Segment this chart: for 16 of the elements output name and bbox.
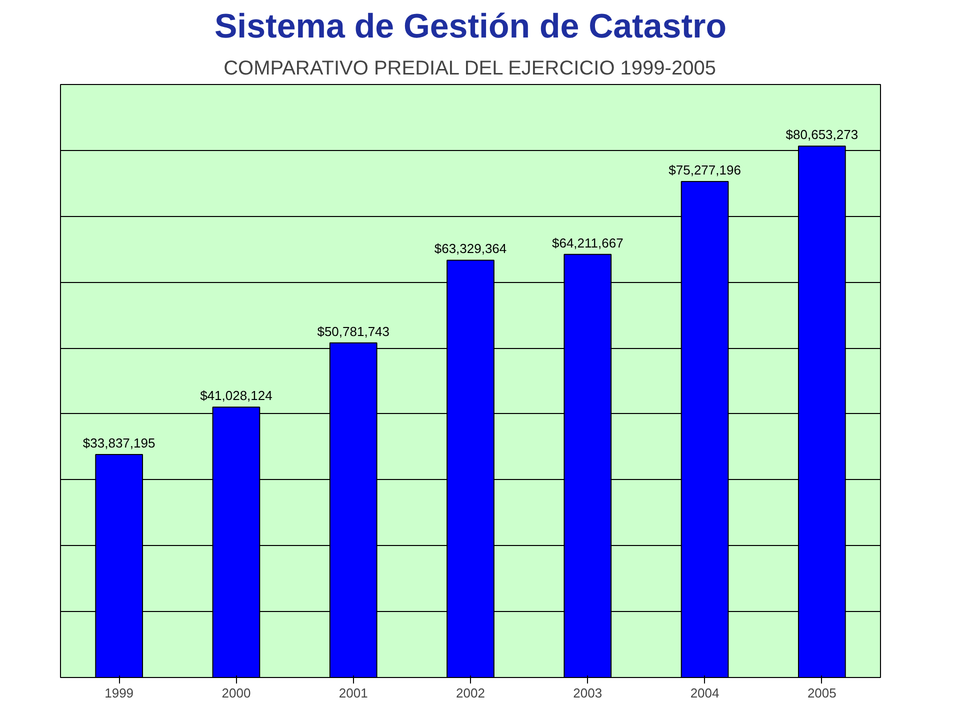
chart-subtitle: COMPARATIVO PREDIAL DEL EJERCICIO 1999-2005	[224, 58, 716, 80]
data-label: $41,028,124	[200, 388, 272, 404]
data-label: $80,653,273	[786, 127, 858, 142]
x-tick-label: 2002	[456, 686, 485, 700]
x-tick-label: 2003	[573, 686, 602, 700]
x-tick-label: 2004	[690, 686, 720, 700]
data-label: $33,837,195	[82, 436, 156, 451]
data-label: $63,329,364	[434, 241, 507, 256]
data-label: $64,211,667	[552, 235, 624, 250]
x-tick-label: 2000	[222, 686, 251, 700]
x-tick-label: 1999	[104, 686, 134, 700]
x-tick-label: 2001	[338, 686, 368, 700]
x-tick-label: 2005	[807, 686, 836, 700]
chart-title: Sistema de Gestión de Catastro	[214, 8, 727, 46]
data-label: $50,781,743	[317, 324, 390, 339]
data-label: $75,277,196	[668, 162, 741, 178]
